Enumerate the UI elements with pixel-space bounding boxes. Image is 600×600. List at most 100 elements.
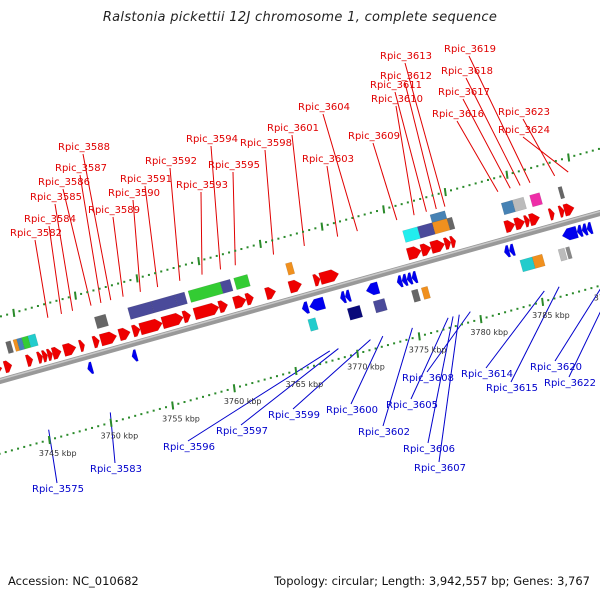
reverse-gene-label[interactable]: Rpic_3583 — [90, 464, 142, 475]
reverse-gene-arrow[interactable] — [344, 289, 353, 303]
reverse-gene-label[interactable]: Rpic_3606 — [403, 444, 455, 455]
reverse-gene-arrow[interactable] — [301, 301, 311, 314]
forward-gene-arrow[interactable] — [527, 213, 541, 227]
forward-gene-arrow[interactable] — [522, 214, 531, 228]
forward-gene-arrow[interactable] — [405, 246, 422, 261]
forward-gene-block[interactable] — [187, 281, 224, 303]
reverse-gene-block[interactable] — [410, 288, 422, 303]
forward-gene-label[interactable]: Rpic_3604 — [298, 102, 350, 113]
forward-gene-label[interactable]: Rpic_3624 — [498, 125, 550, 136]
forward-gene-label[interactable]: Rpic_3595 — [208, 160, 260, 171]
reverse-gene-block[interactable] — [346, 304, 364, 321]
forward-gene-arrow[interactable] — [287, 279, 303, 294]
forward-gene-arrow[interactable] — [91, 335, 100, 349]
reverse-gene-arrow[interactable] — [309, 296, 327, 312]
forward-gene-label[interactable]: Rpic_3623 — [498, 107, 550, 118]
reverse-gene-label[interactable]: Rpic_3622 — [544, 378, 596, 389]
reverse-gene-label[interactable]: Rpic_3602 — [358, 427, 410, 438]
reverse-gene-label[interactable]: Rpic_3608 — [402, 373, 454, 384]
reverse-gene-arrow[interactable] — [131, 349, 139, 362]
forward-gene-label[interactable]: Rpic_3594 — [186, 134, 238, 145]
reverse-gene-arrow[interactable] — [561, 225, 579, 241]
forward-gene-arrow[interactable] — [442, 237, 452, 251]
forward-gene-label[interactable]: Rpic_3592 — [145, 156, 197, 167]
forward-gene-arrow[interactable] — [2, 360, 13, 374]
reverse-gene-block[interactable] — [420, 285, 431, 300]
forward-gene-label[interactable]: Rpic_3616 — [432, 109, 484, 120]
forward-gene-block[interactable] — [511, 196, 527, 213]
forward-gene-label[interactable]: Rpic_3612 — [380, 71, 432, 82]
forward-gene-block[interactable] — [150, 294, 178, 314]
reverse-gene-arrow[interactable] — [87, 361, 95, 375]
reverse-gene-label[interactable]: Rpic_3620 — [530, 362, 582, 373]
forward-gene-label[interactable]: Rpic_3584 — [24, 214, 76, 225]
forward-gene-block[interactable] — [285, 261, 296, 276]
forward-gene-arrow[interactable] — [130, 324, 141, 338]
forward-gene-arrow[interactable] — [217, 300, 229, 314]
forward-gene-arrow[interactable] — [244, 292, 254, 306]
reverse-gene-label[interactable]: Rpic_3599 — [268, 410, 320, 421]
forward-gene-block[interactable] — [219, 278, 234, 294]
forward-gene-arrow[interactable] — [419, 243, 432, 257]
forward-gene-label[interactable]: Rpic_3598 — [240, 138, 292, 149]
forward-gene-arrow[interactable] — [160, 312, 184, 330]
forward-gene-block[interactable] — [93, 313, 109, 330]
forward-gene-arrow[interactable] — [138, 318, 163, 336]
forward-gene-arrow[interactable] — [547, 208, 555, 221]
forward-gene-arrow[interactable] — [318, 269, 340, 285]
forward-gene-label[interactable]: Rpic_3610 — [371, 94, 423, 105]
forward-gene-block[interactable] — [233, 274, 251, 291]
forward-gene-arrow[interactable] — [0, 364, 3, 379]
reverse-gene-arrow[interactable] — [339, 290, 348, 304]
reverse-gene-label[interactable]: Rpic_3605 — [386, 400, 438, 411]
forward-gene-arrow[interactable] — [513, 217, 526, 231]
forward-gene-block[interactable] — [529, 192, 543, 208]
forward-gene-block[interactable] — [557, 186, 566, 200]
reverse-gene-arrow[interactable] — [406, 272, 414, 285]
reverse-gene-block[interactable] — [557, 247, 568, 262]
forward-gene-block[interactable] — [174, 291, 188, 307]
forward-gene-arrow[interactable] — [40, 349, 48, 363]
reverse-gene-label[interactable]: Rpic_3615 — [486, 383, 538, 394]
reverse-gene-arrow[interactable] — [396, 274, 404, 288]
reverse-gene-arrow[interactable] — [365, 281, 381, 296]
forward-gene-arrow[interactable] — [264, 286, 277, 301]
forward-gene-label[interactable]: Rpic_3582 — [10, 228, 62, 239]
reverse-gene-arrow[interactable] — [411, 270, 419, 284]
forward-gene-block[interactable] — [5, 340, 14, 354]
reverse-gene-block[interactable] — [565, 246, 573, 260]
forward-gene-label[interactable]: Rpic_3586 — [38, 177, 90, 188]
forward-gene-arrow[interactable] — [117, 327, 131, 342]
forward-gene-arrow[interactable] — [429, 239, 446, 254]
reverse-gene-label[interactable]: Rpic_3600 — [326, 405, 378, 416]
forward-gene-label[interactable]: Rpic_3617 — [438, 87, 490, 98]
forward-gene-block[interactable] — [446, 216, 456, 231]
forward-gene-label[interactable]: Rpic_3609 — [348, 131, 400, 142]
reverse-gene-block[interactable] — [531, 253, 546, 269]
reverse-gene-arrow[interactable] — [401, 273, 409, 287]
forward-gene-arrow[interactable] — [61, 342, 77, 357]
forward-gene-arrow[interactable] — [192, 302, 220, 321]
reverse-gene-label[interactable]: Rpic_3596 — [163, 442, 215, 453]
reverse-gene-label[interactable]: Rpic_3614 — [461, 369, 513, 380]
forward-gene-arrow[interactable] — [45, 348, 53, 362]
forward-gene-arrow[interactable] — [562, 203, 575, 217]
forward-gene-arrow[interactable] — [77, 339, 85, 353]
reverse-gene-block[interactable] — [307, 317, 319, 332]
forward-gene-label[interactable]: Rpic_3588 — [58, 142, 110, 153]
forward-gene-arrow[interactable] — [98, 331, 118, 347]
forward-gene-label[interactable]: Rpic_3611 — [370, 80, 422, 91]
forward-gene-arrow[interactable] — [231, 295, 247, 310]
forward-gene-arrow[interactable] — [50, 346, 62, 360]
forward-gene-label[interactable]: Rpic_3619 — [444, 44, 496, 55]
forward-gene-arrow[interactable] — [503, 219, 516, 234]
reverse-gene-arrow[interactable] — [586, 221, 594, 235]
forward-gene-block[interactable] — [27, 333, 39, 348]
forward-gene-arrow[interactable] — [557, 205, 565, 218]
forward-gene-label[interactable]: Rpic_3589 — [88, 205, 140, 216]
forward-gene-label[interactable]: Rpic_3587 — [55, 163, 107, 174]
reverse-gene-label[interactable]: Rpic_3575 — [32, 484, 84, 495]
forward-gene-label[interactable]: Rpic_3585 — [30, 192, 82, 203]
reverse-gene-label[interactable]: Rpic_3597 — [216, 426, 268, 437]
reverse-gene-arrow[interactable] — [508, 243, 517, 257]
